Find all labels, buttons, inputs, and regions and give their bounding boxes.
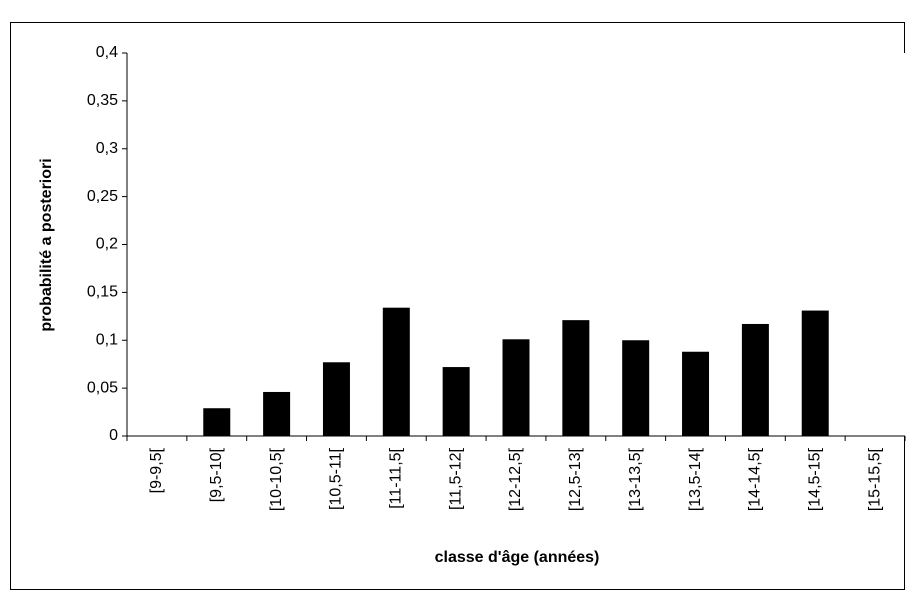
y-tick-label: 0,1	[96, 331, 118, 348]
bar	[682, 351, 710, 436]
x-tick-label: [12,5-13[	[567, 447, 584, 511]
bar	[801, 310, 829, 436]
x-tick-label: [10-10,5[	[268, 447, 285, 511]
y-tick-label: 0,2	[96, 236, 118, 253]
y-tick-label: 0,25	[87, 188, 118, 205]
y-axis-title: probabilité a posteriori	[38, 158, 55, 331]
bar	[263, 391, 291, 436]
y-tick-label: 0,4	[96, 44, 118, 61]
y-tick-label: 0,15	[87, 284, 118, 301]
x-tick-label: [15-15,5[	[866, 447, 883, 511]
x-tick-label: [10,5-11[	[328, 447, 345, 510]
bar	[741, 323, 769, 436]
y-tick-label: 0,3	[96, 140, 118, 157]
bar	[442, 367, 470, 436]
x-tick-label: [13,5-14[	[687, 447, 704, 511]
y-tick-label: 0	[109, 427, 118, 444]
x-axis-title: classe d'âge (années)	[435, 549, 600, 566]
x-tick-label: [11-11,5[	[388, 447, 405, 508]
y-tick-label: 0,05	[87, 379, 118, 396]
x-tick-label: [12-12,5[	[507, 447, 524, 511]
bar	[562, 320, 590, 436]
x-tick-label: [14,5-15[	[806, 447, 823, 511]
x-tick-label: [9,5-10[	[208, 447, 225, 502]
x-tick-label: [11,5-12[	[447, 447, 464, 510]
bar	[322, 362, 350, 436]
bar	[622, 340, 650, 436]
bar	[502, 339, 530, 436]
bar	[382, 307, 410, 436]
bar	[203, 408, 231, 436]
x-tick-label: [14-14,5[	[747, 447, 764, 511]
y-tick-label: 0,35	[87, 92, 118, 109]
x-tick-label: [13-13,5[	[627, 447, 644, 511]
x-tick-label: [9-9,5[	[148, 447, 165, 493]
